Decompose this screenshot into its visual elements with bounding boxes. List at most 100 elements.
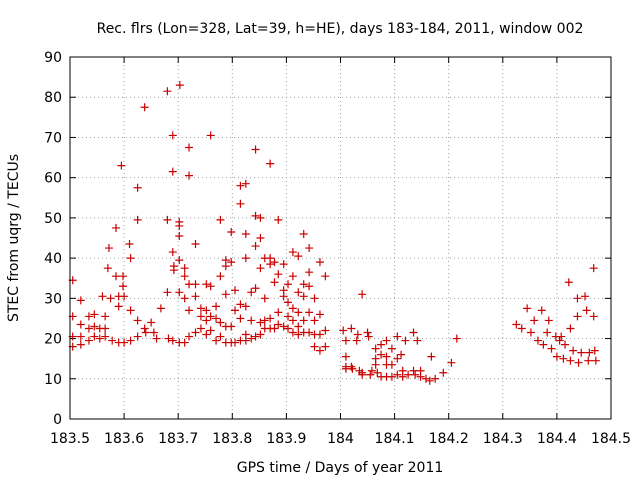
data-point xyxy=(266,159,275,168)
data-point xyxy=(216,272,225,281)
data-point xyxy=(227,227,236,236)
data-point xyxy=(266,260,275,269)
data-point xyxy=(559,354,568,363)
data-point xyxy=(156,304,165,313)
data-point xyxy=(169,266,178,275)
data-point xyxy=(202,330,211,339)
data-point xyxy=(589,312,598,321)
data-point xyxy=(427,352,436,361)
data-point xyxy=(347,362,356,371)
data-point xyxy=(279,292,288,301)
data-point xyxy=(191,292,200,301)
data-point xyxy=(284,312,293,321)
data-point xyxy=(247,334,256,343)
data-point xyxy=(582,306,591,315)
data-point xyxy=(348,364,357,373)
x-tick-label: 184.3 xyxy=(483,431,523,447)
data-point xyxy=(270,258,279,267)
data-point xyxy=(279,322,288,331)
data-point xyxy=(180,338,189,347)
data-point xyxy=(120,338,129,347)
data-point xyxy=(202,306,211,315)
data-point xyxy=(566,356,575,365)
data-point xyxy=(196,324,205,333)
data-point xyxy=(543,328,552,337)
data-point xyxy=(382,352,391,361)
x-tick-label: 183.6 xyxy=(104,431,144,447)
data-point xyxy=(90,332,99,341)
data-point xyxy=(227,322,236,331)
data-point xyxy=(364,332,373,341)
data-point xyxy=(175,256,184,265)
data-point xyxy=(126,306,135,315)
data-point xyxy=(526,328,535,337)
data-point xyxy=(247,316,256,325)
data-point xyxy=(185,171,194,180)
data-point xyxy=(413,336,422,345)
data-point xyxy=(539,340,548,349)
data-point xyxy=(180,272,189,281)
y-tick-label: 30 xyxy=(44,291,62,307)
data-point xyxy=(358,370,367,379)
data-point xyxy=(231,338,240,347)
data-point xyxy=(133,332,142,341)
data-point xyxy=(294,322,303,331)
data-point xyxy=(555,336,564,345)
data-point xyxy=(236,300,245,309)
data-point xyxy=(256,318,265,327)
data-point xyxy=(393,332,402,341)
y-tick-label: 50 xyxy=(44,211,62,227)
data-point xyxy=(315,258,324,267)
data-point xyxy=(533,336,542,345)
data-point xyxy=(274,320,283,329)
data-point xyxy=(373,368,382,377)
data-points xyxy=(68,81,600,385)
data-point xyxy=(447,358,456,367)
data-point xyxy=(353,330,362,339)
x-tick-label: 183.5 xyxy=(50,431,90,447)
data-point xyxy=(530,316,539,325)
y-tick-label: 60 xyxy=(44,171,62,187)
data-point xyxy=(315,346,324,355)
data-point xyxy=(561,340,570,349)
data-point xyxy=(299,292,308,301)
data-point xyxy=(363,328,372,337)
data-point xyxy=(175,288,184,297)
data-point xyxy=(288,316,297,325)
data-point xyxy=(133,215,142,224)
data-point xyxy=(284,324,293,333)
data-point xyxy=(279,260,288,269)
data-point xyxy=(126,254,135,263)
y-tick-label: 90 xyxy=(44,50,62,66)
data-point xyxy=(216,215,225,224)
data-point xyxy=(260,294,269,303)
data-point xyxy=(398,372,407,381)
data-point xyxy=(574,358,583,367)
data-point xyxy=(581,292,590,301)
data-point xyxy=(371,360,380,369)
data-point xyxy=(270,324,279,333)
data-point xyxy=(256,234,265,242)
data-point xyxy=(164,334,173,343)
data-point xyxy=(347,324,356,333)
data-point xyxy=(221,262,230,271)
data-point xyxy=(393,354,402,363)
data-point xyxy=(231,286,240,295)
axis-ticks: 183.5 183.6 183.7 183.8 183.9 184 184.1 184.2 18… xyxy=(44,50,631,447)
x-axis-title: GPS time / Days of year 2011 xyxy=(237,460,444,476)
data-point xyxy=(216,332,225,341)
y-tick-label: 70 xyxy=(44,130,62,146)
data-point xyxy=(119,282,128,291)
data-point xyxy=(288,272,297,281)
data-point xyxy=(310,342,319,351)
x-tick-label: 183.8 xyxy=(212,431,252,447)
data-point xyxy=(566,324,575,333)
data-point xyxy=(191,280,200,289)
data-point xyxy=(425,376,434,385)
data-point xyxy=(141,328,150,337)
data-point xyxy=(206,326,215,335)
data-point xyxy=(341,336,350,345)
data-point xyxy=(321,272,330,281)
data-point xyxy=(175,221,184,230)
